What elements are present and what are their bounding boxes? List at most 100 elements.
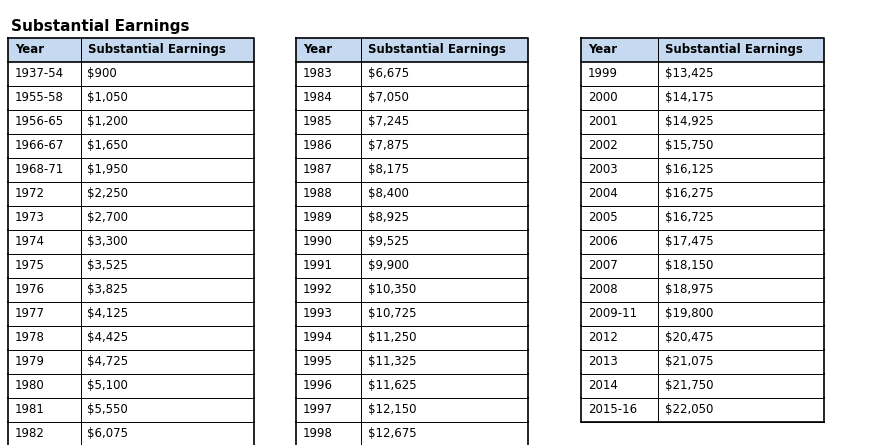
Text: $900: $900 bbox=[88, 67, 117, 81]
Bar bbox=[581, 206, 824, 230]
Text: 2012: 2012 bbox=[588, 332, 618, 344]
Text: Substantial Earnings: Substantial Earnings bbox=[88, 43, 226, 57]
Bar bbox=[581, 62, 824, 86]
Bar bbox=[296, 254, 528, 278]
Text: 1985: 1985 bbox=[303, 115, 332, 128]
Text: $14,175: $14,175 bbox=[665, 91, 714, 104]
Text: $1,200: $1,200 bbox=[88, 115, 129, 128]
Text: 2003: 2003 bbox=[588, 163, 618, 176]
Text: $7,875: $7,875 bbox=[368, 139, 410, 152]
Bar bbox=[296, 326, 528, 350]
Text: Year: Year bbox=[588, 43, 617, 57]
Text: 1986: 1986 bbox=[303, 139, 332, 152]
Text: $3,525: $3,525 bbox=[88, 259, 129, 272]
Text: 1982: 1982 bbox=[15, 427, 45, 440]
Bar bbox=[581, 350, 824, 374]
Text: 1987: 1987 bbox=[303, 163, 332, 176]
Text: 1978: 1978 bbox=[15, 332, 45, 344]
Bar bbox=[296, 86, 528, 110]
Text: 1993: 1993 bbox=[303, 307, 332, 320]
Bar bbox=[296, 206, 528, 230]
Text: Year: Year bbox=[303, 43, 332, 57]
Bar bbox=[296, 62, 528, 86]
Text: $22,050: $22,050 bbox=[665, 403, 713, 417]
Text: 1995: 1995 bbox=[303, 355, 332, 368]
Bar bbox=[8, 86, 254, 110]
Bar bbox=[296, 350, 528, 374]
Text: $1,650: $1,650 bbox=[88, 139, 129, 152]
Text: $8,925: $8,925 bbox=[368, 211, 410, 224]
Text: Substantial Earnings: Substantial Earnings bbox=[11, 19, 190, 34]
Bar bbox=[8, 182, 254, 206]
Text: $10,725: $10,725 bbox=[368, 307, 416, 320]
Text: Substantial Earnings: Substantial Earnings bbox=[368, 43, 507, 57]
Text: $16,125: $16,125 bbox=[665, 163, 714, 176]
Bar bbox=[296, 302, 528, 326]
Bar bbox=[296, 110, 528, 134]
Bar bbox=[581, 254, 824, 278]
Bar bbox=[296, 278, 528, 302]
Bar bbox=[8, 134, 254, 158]
Text: $11,250: $11,250 bbox=[368, 332, 416, 344]
Text: 1991: 1991 bbox=[303, 259, 332, 272]
Text: $21,075: $21,075 bbox=[665, 355, 713, 368]
Bar bbox=[581, 134, 824, 158]
Text: 1983: 1983 bbox=[303, 67, 332, 81]
Bar bbox=[296, 158, 528, 182]
Text: $15,750: $15,750 bbox=[665, 139, 713, 152]
Text: $7,245: $7,245 bbox=[368, 115, 410, 128]
Bar bbox=[8, 326, 254, 350]
Text: 1981: 1981 bbox=[15, 403, 45, 417]
Bar bbox=[581, 302, 824, 326]
Bar bbox=[8, 206, 254, 230]
Bar bbox=[581, 230, 824, 254]
Bar bbox=[8, 110, 254, 134]
Text: 1956-65: 1956-65 bbox=[15, 115, 64, 128]
Text: 1980: 1980 bbox=[15, 379, 45, 392]
Bar bbox=[8, 254, 254, 278]
Text: 2000: 2000 bbox=[588, 91, 618, 104]
Bar bbox=[581, 182, 824, 206]
Text: 1984: 1984 bbox=[303, 91, 332, 104]
Text: 1955-58: 1955-58 bbox=[15, 91, 64, 104]
Text: 2004: 2004 bbox=[588, 187, 618, 200]
Text: 1979: 1979 bbox=[15, 355, 45, 368]
Text: 1992: 1992 bbox=[303, 283, 332, 296]
Bar bbox=[8, 398, 254, 422]
Text: $12,150: $12,150 bbox=[368, 403, 416, 417]
Text: $11,325: $11,325 bbox=[368, 355, 416, 368]
Text: $18,975: $18,975 bbox=[665, 283, 713, 296]
Bar bbox=[296, 374, 528, 398]
Bar bbox=[296, 422, 528, 445]
Text: $16,725: $16,725 bbox=[665, 211, 714, 224]
Text: 1976: 1976 bbox=[15, 283, 45, 296]
Text: 1975: 1975 bbox=[15, 259, 45, 272]
Bar bbox=[581, 158, 824, 182]
Bar bbox=[296, 182, 528, 206]
Text: 2008: 2008 bbox=[588, 283, 618, 296]
Text: $20,475: $20,475 bbox=[665, 332, 713, 344]
Bar bbox=[8, 374, 254, 398]
Text: $8,175: $8,175 bbox=[368, 163, 410, 176]
Text: 2005: 2005 bbox=[588, 211, 618, 224]
Bar bbox=[296, 398, 528, 422]
Text: Year: Year bbox=[15, 43, 44, 57]
Text: $8,400: $8,400 bbox=[368, 187, 410, 200]
Text: $4,125: $4,125 bbox=[88, 307, 129, 320]
Text: 2006: 2006 bbox=[588, 235, 618, 248]
Text: $18,150: $18,150 bbox=[665, 259, 713, 272]
Text: 1972: 1972 bbox=[15, 187, 45, 200]
Text: $4,425: $4,425 bbox=[88, 332, 129, 344]
Text: 1989: 1989 bbox=[303, 211, 332, 224]
Bar bbox=[8, 62, 254, 86]
Bar bbox=[296, 38, 528, 62]
Text: 1977: 1977 bbox=[15, 307, 45, 320]
Text: $16,275: $16,275 bbox=[665, 187, 714, 200]
Bar bbox=[296, 230, 528, 254]
Text: 1973: 1973 bbox=[15, 211, 45, 224]
Bar bbox=[581, 110, 824, 134]
Text: 1996: 1996 bbox=[303, 379, 332, 392]
Text: $3,825: $3,825 bbox=[88, 283, 129, 296]
Bar bbox=[8, 278, 254, 302]
Text: $1,050: $1,050 bbox=[88, 91, 129, 104]
